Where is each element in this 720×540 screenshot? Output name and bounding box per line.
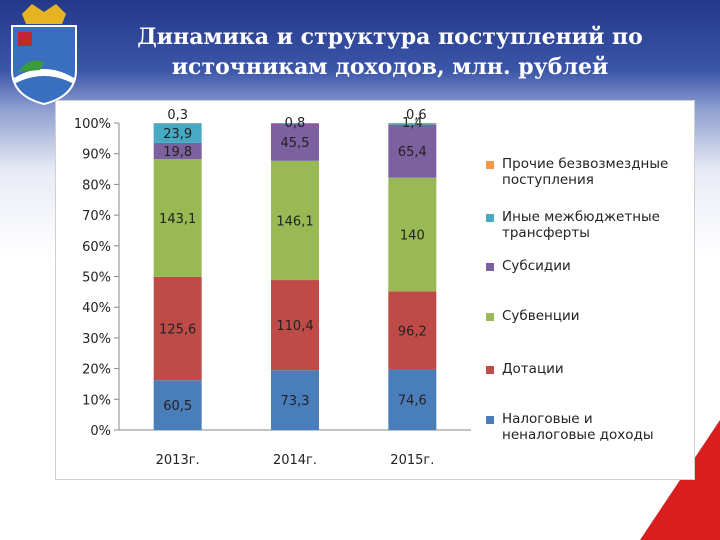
chart-area: 0% 10% 20% 30% 40% 50% 60% 70% 80% 90% 100% 2013г. 6… bbox=[55, 100, 695, 480]
data-label: 0,6 bbox=[406, 108, 427, 123]
x-tick-label: 2015г. bbox=[390, 453, 434, 468]
data-label: 146,1 bbox=[276, 214, 313, 229]
data-label: 0,3 bbox=[167, 108, 188, 123]
legend-item: Налоговые и неналоговые доходы bbox=[486, 411, 686, 443]
legend-swatch bbox=[486, 313, 494, 321]
bar-segment bbox=[388, 177, 437, 292]
data-label: 74,6 bbox=[398, 394, 427, 409]
bar-segment bbox=[271, 123, 319, 161]
data-label: 19,8 bbox=[163, 145, 192, 160]
legend-swatch bbox=[486, 416, 494, 424]
legend-item: Прочие безвозмездные поступления bbox=[486, 156, 686, 188]
bar-segment bbox=[271, 280, 319, 371]
data-label: 0,8 bbox=[285, 116, 306, 131]
y-tick-label: 80% bbox=[82, 178, 111, 193]
legend-label: Налоговые и неналоговые доходы bbox=[502, 411, 654, 443]
legend-item: Дотации bbox=[486, 361, 686, 377]
y-tick-label: 100% bbox=[74, 117, 111, 132]
bar-segment bbox=[271, 123, 319, 124]
data-label: 96,2 bbox=[398, 324, 427, 339]
y-tick-label: 90% bbox=[82, 148, 111, 163]
y-tick-label: 60% bbox=[82, 240, 111, 255]
chart: 0% 10% 20% 30% 40% 50% 60% 70% 80% 90% 100% 2013г. 6… bbox=[74, 108, 471, 468]
data-label: 1,4 bbox=[402, 116, 423, 131]
legend-label: Субсидии bbox=[502, 258, 571, 274]
y-tick-label: 20% bbox=[82, 363, 111, 378]
legend-label: Дотации bbox=[502, 361, 564, 377]
bar-segment bbox=[388, 369, 437, 430]
legend-swatch bbox=[486, 214, 494, 222]
y-tick-label: 50% bbox=[82, 271, 111, 286]
legend-swatch bbox=[486, 161, 494, 169]
bar-segment bbox=[388, 124, 437, 178]
data-label: 60,5 bbox=[163, 399, 192, 414]
y-tick-label: 10% bbox=[82, 393, 111, 408]
y-tick-label: 30% bbox=[82, 332, 111, 347]
data-label: 73,3 bbox=[281, 394, 310, 409]
legend-label: Субвенции bbox=[502, 308, 580, 324]
data-label: 140 bbox=[400, 229, 425, 244]
legend-item: Субсидии bbox=[486, 258, 686, 274]
data-label: 65,4 bbox=[398, 145, 427, 160]
bar-segment bbox=[271, 160, 319, 281]
legend-swatch bbox=[486, 263, 494, 271]
bar-segment bbox=[153, 276, 202, 381]
data-label: 125,6 bbox=[159, 323, 196, 338]
corner-accent bbox=[640, 420, 720, 540]
x-tick-label: 2013г. bbox=[156, 453, 200, 468]
data-label: 110,4 bbox=[276, 319, 313, 334]
y-tick-label: 0% bbox=[90, 424, 111, 439]
emblem bbox=[11, 4, 77, 106]
data-label: 143,1 bbox=[159, 212, 196, 227]
y-tick-label: 70% bbox=[82, 209, 111, 224]
bar-segment bbox=[388, 291, 437, 370]
bar-segment bbox=[271, 370, 319, 430]
x-tick-label: 2014г. bbox=[273, 453, 317, 468]
data-label: 23,9 bbox=[163, 127, 192, 142]
legend-item: Иные межбюджетные трансферты bbox=[486, 209, 686, 241]
bar-segment bbox=[153, 142, 202, 160]
y-tick-label: 40% bbox=[82, 301, 111, 316]
bar-segment bbox=[153, 159, 202, 277]
legend-item: Субвенции bbox=[486, 308, 686, 324]
bar-segment bbox=[153, 380, 202, 430]
chart-title: Динамика и структура поступлений по исто… bbox=[137, 24, 643, 80]
legend-label: Прочие безвозмездные поступления bbox=[502, 156, 669, 188]
bar-segment bbox=[153, 123, 202, 143]
data-label: 45,5 bbox=[281, 136, 310, 151]
bar-segment bbox=[388, 123, 437, 125]
legend-label: Иные межбюджетные трансферты bbox=[502, 209, 660, 241]
legend-swatch bbox=[486, 366, 494, 374]
